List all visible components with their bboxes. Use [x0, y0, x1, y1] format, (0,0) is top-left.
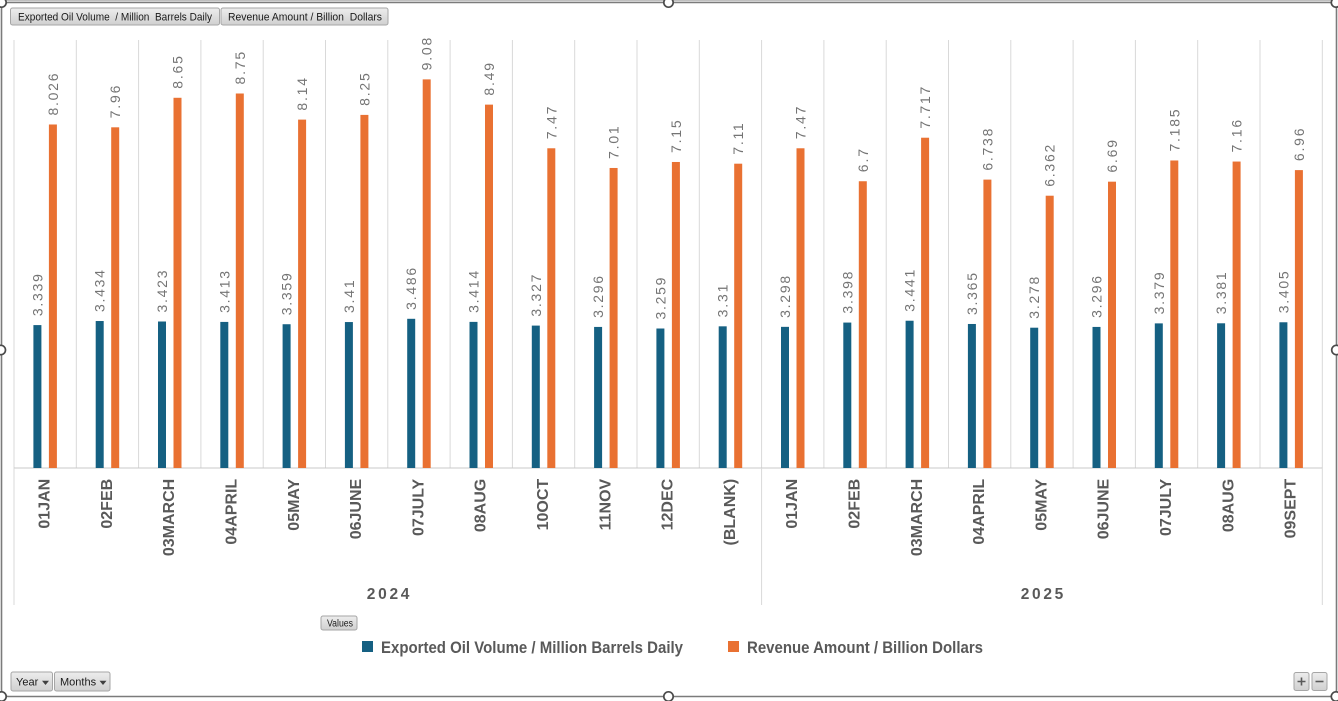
svg-text:Revenue Amount / Billion Doll: Revenue Amount / Billion Dollars [228, 12, 382, 24]
svg-text:3.398: 3.398 [839, 271, 855, 313]
svg-text:3.365: 3.365 [964, 273, 980, 315]
svg-text:06JUNE: 06JUNE [1096, 478, 1113, 539]
svg-text:7.717: 7.717 [917, 87, 933, 129]
svg-text:07JULY: 07JULY [1158, 478, 1175, 536]
svg-text:6.738: 6.738 [979, 128, 995, 170]
svg-text:3.339: 3.339 [29, 274, 45, 316]
svg-text:9.08: 9.08 [419, 37, 435, 70]
svg-text:12DEC: 12DEC [660, 478, 677, 530]
svg-text:7.11: 7.11 [730, 123, 746, 155]
svg-text:Values: Values [327, 619, 353, 630]
svg-text:10OCT: 10OCT [535, 479, 552, 531]
svg-text:05MAY: 05MAY [286, 478, 303, 530]
svg-text:6.7: 6.7 [855, 149, 871, 173]
svg-text:8.49: 8.49 [481, 63, 497, 96]
svg-text:11NOV: 11NOV [597, 478, 614, 530]
svg-text:08AUG: 08AUG [1220, 479, 1237, 532]
svg-text:8.14: 8.14 [294, 78, 310, 111]
svg-text:3.296: 3.296 [1089, 276, 1105, 318]
svg-text:08AUG: 08AUG [473, 479, 490, 532]
svg-text:7.15: 7.15 [668, 120, 684, 153]
svg-text:Revenue Amount / Billion Dolla: Revenue Amount / Billion Dollars [747, 639, 983, 657]
svg-text:03MARCH: 03MARCH [161, 479, 178, 556]
svg-text:8.25: 8.25 [356, 73, 372, 106]
svg-text:6.69: 6.69 [1104, 140, 1120, 173]
svg-text:02FEB: 02FEB [99, 479, 116, 529]
svg-text:04APRIL: 04APRIL [971, 479, 988, 545]
svg-text:02FEB: 02FEB [847, 479, 864, 529]
svg-text:Year: Year [16, 677, 39, 689]
svg-text:7.96: 7.96 [107, 85, 123, 118]
svg-text:Exported Oil Volume / Million: Exported Oil Volume / Million Barrels Da… [381, 639, 684, 657]
svg-text:3.41: 3.41 [341, 280, 357, 313]
svg-text:Months: Months [60, 677, 97, 689]
svg-text:8.75: 8.75 [232, 52, 248, 85]
svg-text:3.413: 3.413 [216, 271, 232, 313]
svg-text:3.423: 3.423 [154, 270, 170, 312]
svg-text:3.434: 3.434 [92, 270, 108, 312]
svg-text:Exported Oil Volume / Million: Exported Oil Volume / Million Barrels Da… [18, 12, 212, 24]
svg-text:8.65: 8.65 [170, 56, 186, 89]
svg-text:7.185: 7.185 [1166, 109, 1182, 151]
svg-text:04APRIL: 04APRIL [224, 479, 241, 545]
svg-text:3.296: 3.296 [590, 276, 606, 318]
svg-text:01JAN: 01JAN [37, 479, 54, 529]
svg-text:03MARCH: 03MARCH [909, 479, 926, 556]
svg-text:3.327: 3.327 [528, 274, 544, 316]
svg-text:7.47: 7.47 [793, 106, 809, 139]
svg-text:6.96: 6.96 [1291, 128, 1307, 161]
svg-text:6.362: 6.362 [1042, 145, 1058, 187]
svg-text:3.414: 3.414 [466, 271, 482, 313]
svg-text:3.298: 3.298 [777, 276, 793, 318]
svg-text:3.379: 3.379 [1151, 272, 1167, 314]
svg-text:09SEPT: 09SEPT [1283, 479, 1300, 539]
svg-text:3.359: 3.359 [279, 273, 295, 315]
svg-text:05MAY: 05MAY [1033, 478, 1050, 530]
svg-text:3.381: 3.381 [1213, 272, 1229, 314]
svg-text:01JAN: 01JAN [784, 479, 801, 529]
svg-text:3.259: 3.259 [652, 277, 668, 319]
svg-text:3.31: 3.31 [715, 284, 731, 317]
svg-text:(BLANK): (BLANK) [722, 479, 739, 546]
svg-text:7.01: 7.01 [606, 126, 622, 159]
svg-text:07JULY: 07JULY [410, 478, 427, 536]
svg-text:06JUNE: 06JUNE [348, 478, 365, 539]
svg-text:3.405: 3.405 [1275, 271, 1291, 313]
svg-text:3.486: 3.486 [403, 268, 419, 310]
svg-text:8.026: 8.026 [45, 73, 61, 115]
svg-text:3.441: 3.441 [902, 270, 918, 312]
svg-text:7.16: 7.16 [1229, 120, 1245, 153]
svg-text:7.47: 7.47 [543, 106, 559, 139]
svg-text:3.278: 3.278 [1026, 276, 1042, 318]
